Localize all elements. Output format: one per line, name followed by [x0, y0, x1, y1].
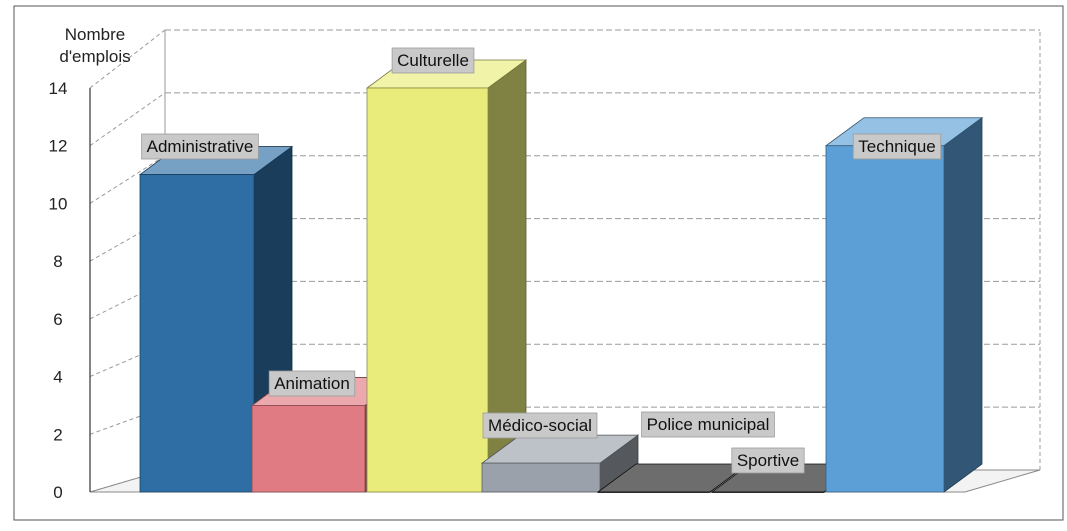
y-axis-title: Nombre d'emplois: [59, 25, 130, 66]
y-tick-label: 8: [53, 252, 62, 271]
category-label-text: Technique: [858, 137, 936, 156]
category-label-box: [731, 447, 805, 474]
y-axis-title-line: d'emplois: [59, 47, 130, 66]
gridline-depth: [89, 29, 166, 89]
bar-2: [365, 59, 528, 493]
y-tick-label: 0: [53, 483, 62, 502]
bars: [138, 59, 984, 493]
category-labels: Administrative Animation Culturelle Médico-…: [141, 47, 942, 474]
y-tick-label: 2: [53, 425, 62, 444]
bar-front: [251, 405, 366, 493]
bar-front: [825, 145, 945, 493]
y-tick-label: 14: [49, 79, 68, 98]
category-label-box: [141, 133, 259, 160]
category-label-text: Culturelle: [397, 51, 469, 70]
category-label: Animation: [268, 370, 356, 397]
bar-6: [824, 116, 984, 493]
category-label-text: Sportive: [737, 451, 799, 470]
category-label: Médico-social: [482, 412, 598, 439]
bar-front: [597, 491, 711, 493]
category-label-box: [268, 370, 356, 397]
gridline-depth: [89, 92, 166, 147]
category-label-box: [391, 47, 475, 74]
category-label-text: Administrative: [147, 137, 254, 156]
y-tick-label: 12: [49, 137, 68, 156]
category-label-box: [641, 411, 775, 438]
y-tick-label: 10: [49, 194, 68, 213]
category-label: Technique: [852, 133, 942, 160]
category-label: Culturelle: [391, 47, 475, 74]
y-tick-label: 6: [53, 310, 62, 329]
category-label-text: Animation: [274, 374, 350, 393]
chart-border: [13, 5, 1064, 521]
category-label: Police municipal: [641, 411, 775, 438]
bar-side: [943, 116, 983, 493]
y-axis-title-line: Nombre: [65, 25, 125, 44]
category-label: Administrative: [141, 133, 259, 160]
category-label: Sportive: [731, 447, 805, 474]
bar-front: [481, 462, 601, 493]
gridline-depth: [89, 155, 166, 204]
bar-front: [711, 491, 825, 493]
category-label-box: [482, 412, 598, 439]
category-label-text: Médico-social: [488, 416, 592, 435]
category-label-text: Police municipal: [647, 415, 770, 434]
y-tick-label: 4: [53, 368, 62, 387]
y-axis: 0 2 4 6 8 10 12 14 Nombre d'emplois: [49, 25, 131, 502]
bar-front: [366, 87, 489, 493]
bar-front: [139, 174, 255, 493]
chart-frame: [13, 5, 1064, 521]
bar-3: [480, 434, 640, 493]
category-label-box: [852, 133, 942, 160]
